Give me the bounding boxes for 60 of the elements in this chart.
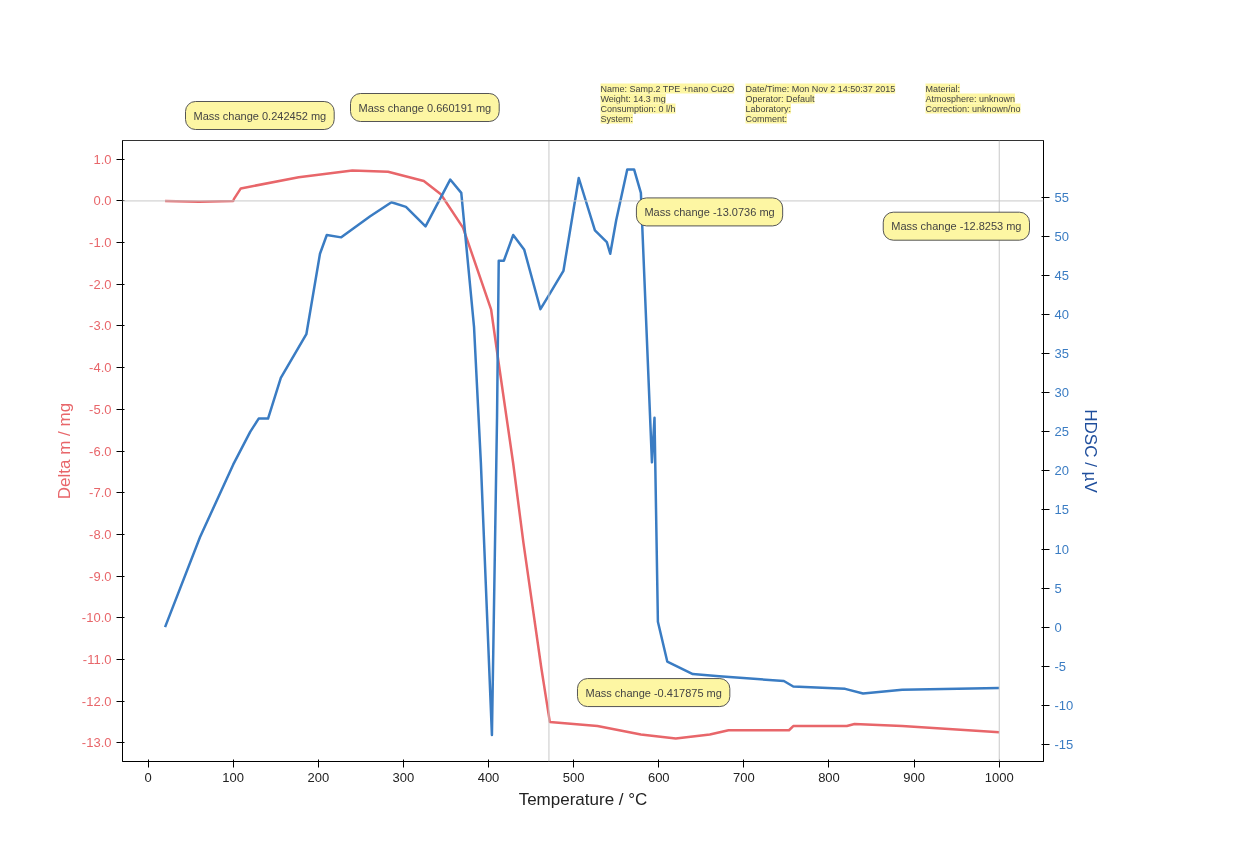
y2-tick-label: 10 [1054,541,1069,557]
y-tick-label: -5.0 [89,401,112,417]
text: Atmosphere: unknown [925,93,1016,104]
y2-axis-title: HDSC / µV [1081,409,1101,494]
y2-tick-label: -15 [1054,736,1074,752]
y2-tick-label: 30 [1054,385,1069,401]
x-tick-label: 800 [818,769,840,785]
y2-tick-label: -5 [1054,658,1067,674]
x-tick-label: 100 [222,769,245,785]
text: Mass change 0.660191 mg [358,101,492,114]
annotation: Mass change -12.8253 mg [891,220,1022,233]
y2-tick-label: 15 [1054,502,1069,518]
y-tick-label: 1.0 [93,151,112,167]
y-tick-label: -11.0 [82,651,112,667]
x-tick-label: 300 [392,769,415,785]
y2-tick-label: 45 [1054,268,1069,284]
y2-tick-label: 50 [1054,229,1069,245]
text: Material: [925,83,961,94]
y2-tick-label: 20 [1054,463,1069,479]
text: Name: Samp.2 TPE +nano Cu2O [600,83,735,94]
y2-tick-label: 35 [1054,346,1069,362]
text: Correction: unknown/no [925,103,1021,114]
text: Laboratory: [745,103,792,114]
y2-tick-label: 40 [1054,307,1069,323]
y-tick-label: -9.0 [89,568,112,584]
y-axis-title: Delta m / mg [54,402,74,500]
text: Comment: [745,113,788,124]
y-tick-label: -1.0 [89,235,112,251]
text: Weight: 14.3 mg [600,93,666,104]
x-tick-label: 700 [733,769,755,785]
y-tick-label: -6.0 [89,443,112,459]
x-tick-label: 600 [647,769,670,785]
x-axis-title: Temperature / °C [518,789,648,809]
annotation: Mass change -13.0736 mg [644,205,775,218]
x-tick-label: 500 [562,769,585,785]
y-tick-label: -10.0 [81,610,112,626]
text: Date/Time: Mon Nov 2 14:50:37 2015 [745,83,896,94]
text: Operator: Default [745,93,816,104]
y2-tick-label: 0 [1054,619,1062,635]
y2-tick-label: 55 [1054,190,1069,206]
y2-tick-label: -10 [1054,697,1074,713]
x-tick-label: 1000 [984,769,1014,785]
y2-tick-label: 5 [1054,580,1062,596]
text: Mass change 0.242452 mg [193,109,327,122]
x-tick-label: 200 [307,769,330,785]
x-tick-label: 400 [477,769,500,785]
y2-tick-label: 25 [1054,424,1069,440]
y-tick-label: -3.0 [89,318,112,334]
y-tick-label: 0.0 [93,193,112,209]
y-tick-label: -8.0 [89,526,112,542]
text: System: [600,113,634,124]
x-tick-label: 900 [903,769,925,785]
x-tick-label: 0 [144,769,152,785]
text: Consumption: 0 l/h [600,103,676,114]
y-tick-label: -2.0 [89,276,112,292]
y-tick-label: -7.0 [89,485,112,501]
y-tick-label: -4.0 [89,360,112,376]
y-tick-label: -12.0 [81,693,112,709]
annotation: Mass change -0.417875 mg [585,686,722,699]
y-tick-label: -13.0 [81,735,112,751]
